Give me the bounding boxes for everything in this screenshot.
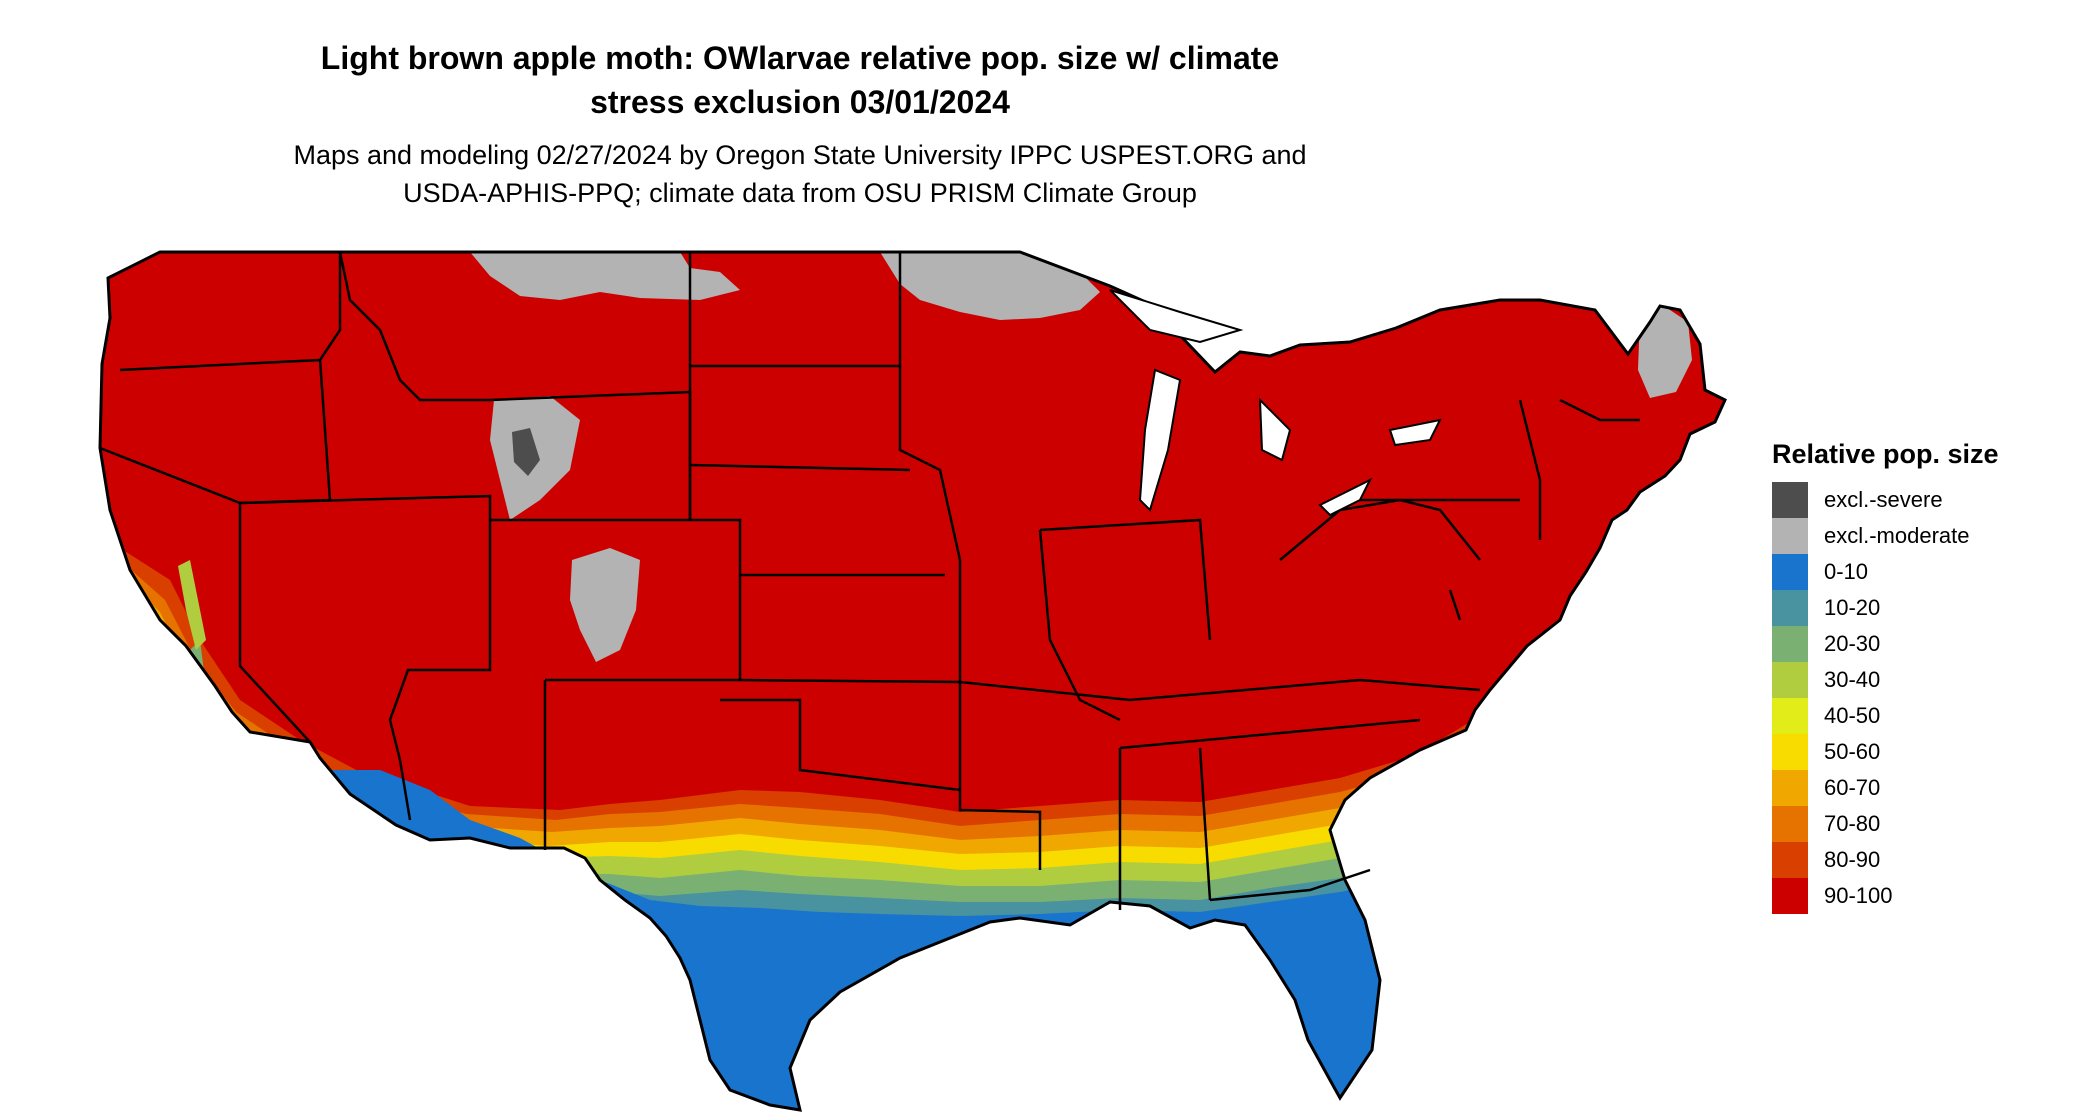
legend-swatch: [1772, 806, 1808, 842]
zone-excl-montana: [470, 252, 740, 300]
legend-swatch: [1772, 878, 1808, 914]
legend-item: excl.-severe: [1772, 482, 2092, 518]
map-subtitle-line1: Maps and modeling 02/27/2024 by Oregon S…: [293, 140, 1307, 170]
legend-swatch: [1772, 734, 1808, 770]
legend: Relative pop. size excl.-severe excl.-mod…: [1772, 437, 2092, 914]
zone-90-100: [100, 252, 1725, 1110]
boundary-colorado: [490, 518, 742, 682]
legend-label: 30-40: [1824, 667, 1881, 692]
legend-item: 30-40: [1772, 662, 2092, 698]
legend-item: 80-90: [1772, 842, 2092, 878]
legend-swatch: [1772, 482, 1808, 518]
legend-swatch: [1772, 842, 1808, 878]
boundary-kentucky-virginia: [1129, 678, 1481, 702]
boundary-missouri-tennessee: [959, 680, 1131, 702]
boundary-chesapeake: [1448, 589, 1462, 621]
map-subtitle: Maps and modeling 02/27/2024 by Oregon S…: [180, 136, 1420, 212]
zone-california-north: [178, 560, 206, 650]
boundary-idaho-montana: [338, 251, 490, 402]
legend-label: 70-80: [1824, 811, 1881, 836]
legend-label: 80-90: [1824, 847, 1881, 872]
legend-item: 90-100: [1772, 878, 2092, 914]
map-title: Light brown apple moth: OWlarvae relativ…: [180, 36, 1420, 124]
legend-item: 60-70: [1772, 770, 2092, 806]
lake-erie: [1318, 477, 1373, 517]
map-title-line2: stress exclusion 03/01/2024: [590, 84, 1010, 120]
legend-item: 10-20: [1772, 590, 2092, 626]
legend-label: excl.-severe: [1824, 487, 1943, 512]
boundary-massachusetts: [1559, 398, 1640, 422]
legend-item: excl.-moderate: [1772, 518, 2092, 554]
boundary-nevada-utah-arizona: [239, 494, 492, 821]
boundary-alabama-georgia: [1198, 747, 1212, 901]
legend-item: 50-60: [1772, 734, 2092, 770]
legend-title: Relative pop. size: [1772, 439, 1999, 469]
boundary-nevada: [99, 446, 311, 743]
boundary-illinois: [1038, 529, 1121, 722]
us-outline: [98, 250, 1727, 1112]
zone-excl-colorado: [570, 548, 640, 662]
legend-items: excl.-severe excl.-moderate 0-10 10-20 20-30…: [1772, 482, 2092, 914]
legend-label: 0-10: [1824, 559, 1869, 584]
zone-excl-maine: [1638, 306, 1692, 398]
lake-superior: [1109, 289, 1244, 344]
lake-ontario: [1388, 418, 1442, 447]
legend-label: 40-50: [1824, 703, 1881, 728]
map-subtitle-line2: USDA-APHIS-PPQ; climate data from OSU PR…: [403, 178, 1197, 208]
legend-item: 20-30: [1772, 626, 2092, 662]
legend-label: excl.-moderate: [1824, 523, 1970, 548]
legend-item: 70-80: [1772, 806, 2092, 842]
boundary-indiana-ohio: [1039, 518, 1212, 641]
lake-michigan: [1138, 368, 1182, 512]
boundary-tennessee-south: [1119, 718, 1421, 750]
legend-swatch: [1772, 698, 1808, 734]
boundary-kansas-oklahoma: [739, 678, 961, 684]
zone-excl-severe-wyoming: [512, 428, 540, 476]
us-map: [98, 250, 1727, 1112]
state-boundaries: [99, 251, 1640, 910]
legend-swatch: [1772, 626, 1808, 662]
legend-label: 50-60: [1824, 739, 1881, 764]
zone-excl-minnesota: [880, 252, 1100, 320]
boundary-georgia-florida: [1209, 868, 1371, 902]
legend-label: 10-20: [1824, 595, 1881, 620]
boundary-southdakota-nebraska: [689, 463, 911, 472]
legend-label: 60-70: [1824, 775, 1881, 800]
legend-label: 90-100: [1824, 883, 1893, 908]
legend-swatch: [1772, 662, 1808, 698]
legend-item: 40-50: [1772, 698, 2092, 734]
legend-label: 20-30: [1824, 631, 1881, 656]
boundary-washington-oregon: [119, 252, 342, 372]
legend-item: 0-10: [1772, 554, 2092, 590]
legend-swatch: [1772, 590, 1808, 626]
boundary-minnesota-iowa-missouri: [898, 252, 962, 682]
population-raster: [100, 252, 1725, 1110]
boundary-oklahoma-texas: [720, 698, 961, 792]
legend-swatch: [1772, 770, 1808, 806]
legend-swatch: [1772, 554, 1808, 590]
boundary-arkansas-louisiana: [958, 682, 1042, 870]
map-title-line1: Light brown apple moth: OWlarvae relativ…: [320, 40, 1280, 76]
boundary-newengland: [1518, 399, 1542, 540]
lake-huron: [1258, 397, 1292, 462]
legend-swatch: [1772, 518, 1808, 554]
